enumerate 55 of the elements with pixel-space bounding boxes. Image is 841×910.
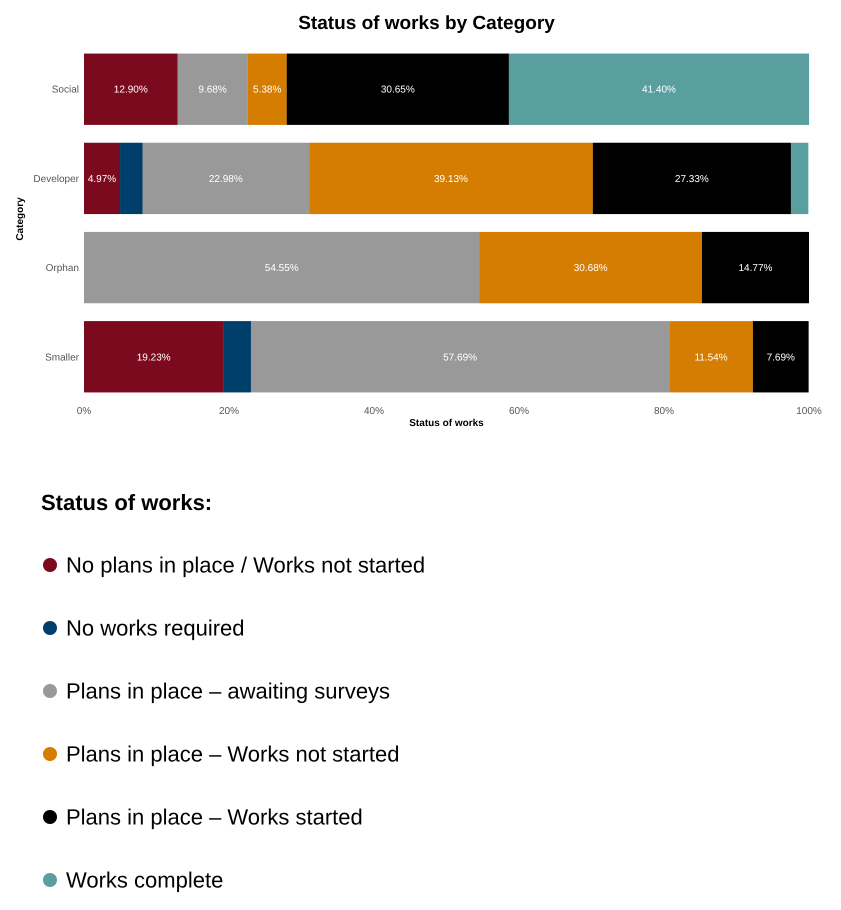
bar: [250, 321, 670, 392]
bar: [752, 321, 809, 392]
y-tick-label: Orphan: [46, 263, 79, 274]
bar: [120, 142, 143, 214]
y-axis-title: Category: [15, 196, 26, 241]
data-label: 19.23%: [136, 352, 171, 364]
x-tick-label: 100%: [796, 406, 822, 417]
bar: [286, 54, 509, 125]
bar: [592, 142, 791, 214]
data-label: 11.54%: [694, 352, 728, 364]
bar: [84, 321, 224, 392]
y-tick-label: Social: [52, 84, 79, 96]
x-tick-label: 40%: [364, 406, 384, 417]
data-label: 14.77%: [738, 263, 773, 274]
legend-label: Plans in place – Works not started: [66, 742, 400, 767]
bar: [142, 142, 310, 214]
x-tick-label: 0%: [76, 406, 92, 417]
bar: [223, 321, 251, 392]
data-label: 39.13%: [434, 174, 468, 185]
bar: [248, 54, 287, 125]
y-tick-label: Developer: [33, 174, 80, 185]
bar: [84, 232, 480, 304]
bar: [84, 54, 178, 125]
legend-label: Works complete: [66, 868, 224, 893]
chart-title: Status of works by Category: [298, 13, 556, 34]
data-label: 57.69%: [443, 352, 478, 364]
bar: [309, 142, 593, 214]
legend-label: No plans in place / Works not started: [66, 552, 426, 578]
legend-title: Status of works:: [41, 490, 212, 515]
bar: [790, 142, 808, 214]
x-axis-title: Status of works: [409, 418, 484, 429]
legend-label: Plans in place – awaiting surveys: [66, 678, 390, 704]
bar: [84, 142, 120, 214]
data-label: 7.69%: [766, 352, 796, 364]
data-label: 22.98%: [208, 174, 243, 185]
bar: [669, 321, 753, 392]
legend-label: Plans in place – Works started: [66, 804, 363, 830]
bar: [479, 232, 702, 304]
data-label: 41.40%: [642, 84, 676, 96]
data-label: 30.68%: [574, 263, 608, 274]
bar: [508, 54, 810, 125]
data-label: 9.68%: [198, 84, 227, 96]
y-tick-label: Smaller: [45, 352, 80, 364]
data-label: 4.97%: [88, 174, 116, 185]
data-label: 54.55%: [264, 263, 299, 274]
x-tick-label: 20%: [218, 406, 240, 417]
x-tick-label: 80%: [654, 406, 674, 417]
data-label: 30.65%: [380, 84, 415, 96]
legend-label: No works required: [66, 616, 245, 641]
x-tick-label: 60%: [508, 406, 530, 417]
bar: [702, 232, 809, 304]
bar: [178, 54, 248, 125]
data-label: 27.33%: [674, 174, 709, 185]
data-label: 5.38%: [253, 84, 282, 96]
data-label: 12.90%: [114, 84, 148, 96]
